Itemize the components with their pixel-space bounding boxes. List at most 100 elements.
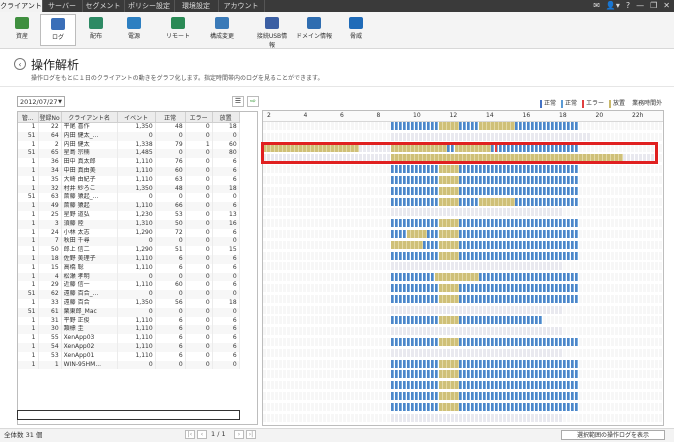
timeline-row[interactable] bbox=[263, 338, 663, 346]
timeline-row[interactable] bbox=[263, 284, 663, 292]
last-page-button[interactable]: ›| bbox=[246, 430, 256, 439]
timeline-row[interactable] bbox=[263, 176, 663, 184]
ribbon-threat-shield-button[interactable]: 脅威 bbox=[338, 14, 374, 46]
column-header[interactable]: 管... bbox=[18, 112, 39, 123]
ribbon-asset-button[interactable]: 資産 bbox=[4, 14, 40, 46]
tab-0[interactable]: クライアント bbox=[0, 0, 43, 12]
column-header[interactable]: 正常 bbox=[155, 112, 186, 123]
timeline-row[interactable] bbox=[263, 240, 663, 249]
timeline-row[interactable] bbox=[263, 219, 663, 228]
table-row[interactable]: 1 54 XenApp02 1,110 6 0 6 bbox=[18, 342, 240, 352]
timeline-row[interactable] bbox=[263, 316, 663, 325]
table-row[interactable]: 1 55 XenApp03 1,110 6 0 6 bbox=[18, 334, 240, 343]
table-cell: 0 bbox=[185, 281, 213, 291]
timeline-row[interactable] bbox=[263, 154, 663, 163]
prev-page-button[interactable]: ‹ bbox=[197, 430, 207, 439]
table-row[interactable]: 1 29 近藤 信一 1,110 60 0 6 bbox=[18, 281, 240, 291]
table-row[interactable]: 1 33 遠藤 百合 1,350 56 0 18 bbox=[18, 298, 240, 308]
next-page-button[interactable]: › bbox=[234, 430, 244, 439]
date-select[interactable]: 2012/07/27 ▼ bbox=[17, 96, 65, 107]
timeline-row[interactable] bbox=[263, 143, 663, 152]
column-header[interactable]: クライアント名 bbox=[61, 112, 118, 123]
user-icon[interactable]: 👤▾ bbox=[605, 1, 620, 10]
table-row[interactable]: 1 34 中田 真由美 1,110 60 0 6 bbox=[18, 166, 240, 176]
ribbon-remote-button[interactable]: リモート bbox=[160, 14, 196, 46]
restore-icon[interactable]: ❐ bbox=[650, 1, 658, 10]
table-cell: 内田 健太 bbox=[61, 140, 118, 150]
column-header[interactable]: イベント bbox=[117, 112, 156, 123]
tab-5[interactable]: アカウント bbox=[218, 0, 265, 12]
mail-icon[interactable]: ✉ bbox=[593, 1, 600, 10]
timeline-row[interactable] bbox=[263, 359, 663, 368]
export-button[interactable]: ⇨ bbox=[247, 96, 259, 107]
column-header[interactable]: 登録No bbox=[38, 112, 62, 123]
tab-2[interactable]: セグメント bbox=[82, 0, 125, 12]
table-row[interactable]: 51 65 星島 宗楠 1,485 0 0 80 bbox=[18, 149, 240, 159]
table-cell: 0 bbox=[155, 193, 186, 203]
table-row[interactable]: 1 22 平尾 喜作 1,350 48 0 18 bbox=[18, 122, 240, 132]
timeline-row[interactable] bbox=[263, 327, 663, 336]
timeline-row[interactable] bbox=[263, 208, 663, 217]
table-row[interactable]: 1 30 類標 圭 1,110 6 0 6 bbox=[18, 325, 240, 335]
timeline-row[interactable] bbox=[263, 413, 663, 422]
ribbon-log-button[interactable]: ログ bbox=[40, 14, 76, 46]
table-row[interactable]: 51 62 遠藤 百合_... 0 0 0 0 bbox=[18, 290, 240, 299]
list-icon: ☰ bbox=[234, 97, 242, 105]
table-row[interactable]: 1 24 小林 太志 1,290 72 0 6 bbox=[18, 228, 240, 238]
timeline-row[interactable] bbox=[263, 197, 663, 206]
ribbon-distribution-button[interactable]: 配布 bbox=[78, 14, 114, 46]
table-row[interactable]: 1 4 松瀬 孝明 0 0 0 0 bbox=[18, 272, 240, 282]
tab-4[interactable]: 環境設定 bbox=[174, 0, 219, 12]
timeline-row[interactable] bbox=[263, 273, 663, 282]
column-settings-button[interactable]: ☰ bbox=[232, 96, 244, 107]
table-cell: 79 bbox=[155, 140, 186, 150]
table-row[interactable]: 51 61 栗東郎_Mac 0 0 0 0 bbox=[18, 307, 240, 317]
table-row[interactable]: 1 2 内田 健太 1,338 79 1 60 bbox=[18, 140, 240, 150]
help-icon[interactable]: ? bbox=[625, 1, 631, 10]
tab-3[interactable]: ポリシー設定 bbox=[124, 0, 175, 12]
table-row[interactable]: 1 53 XenApp01 1,110 6 0 6 bbox=[18, 351, 240, 361]
table-row[interactable]: 1 18 佐野 美理子 1,110 6 0 6 bbox=[18, 254, 240, 264]
close-icon[interactable]: ✕ bbox=[663, 1, 670, 10]
timeline-row[interactable] bbox=[263, 381, 663, 390]
table-row[interactable]: 1 35 大崎 由紀子 1,110 63 0 6 bbox=[18, 175, 240, 185]
table-row[interactable]: 1 25 星野 道弘 1,230 53 0 13 bbox=[18, 210, 240, 220]
show-log-button[interactable]: 選択範囲の操作ログを表示 bbox=[561, 430, 665, 440]
table-row[interactable]: 1 32 村井 紗ろこ 1,350 48 0 18 bbox=[18, 184, 240, 194]
table-row[interactable]: 1 50 郎上 信二 1,290 51 0 15 bbox=[18, 246, 240, 255]
ribbon-config-change-button[interactable]: 構成変更 bbox=[204, 14, 240, 46]
table-row[interactable]: 1 49 斎藤 猿起 1,110 66 0 6 bbox=[18, 202, 240, 211]
minimize-icon[interactable]: — bbox=[636, 1, 645, 10]
timeline-row[interactable] bbox=[263, 165, 663, 174]
timeline-row[interactable] bbox=[263, 122, 663, 130]
table-row[interactable]: 1 1 WIN-95HM... 0 0 0 0 bbox=[18, 360, 240, 370]
hour-tick: 20 bbox=[595, 112, 604, 119]
timeline-row[interactable] bbox=[263, 392, 663, 400]
first-page-button[interactable]: |‹ bbox=[185, 430, 195, 439]
ribbon-domain-button[interactable]: ドメイン情報 bbox=[296, 14, 332, 46]
table-row[interactable]: 1 36 田中 真太郎 1,110 76 0 6 bbox=[18, 158, 240, 167]
table-row[interactable]: 1 3 須藤 陸 1,310 50 0 16 bbox=[18, 219, 240, 229]
back-button[interactable]: ‹ bbox=[14, 58, 26, 70]
timeline-row[interactable] bbox=[263, 132, 663, 141]
timeline-row[interactable] bbox=[263, 370, 663, 379]
table-row[interactable]: 1 7 秋田 千尋 0 0 0 0 bbox=[18, 237, 240, 247]
table-row[interactable]: 51 63 斎藤 猿起_... 0 0 0 0 bbox=[18, 193, 240, 203]
ribbon-usb-button[interactable]: 接続USB情報 bbox=[254, 14, 290, 49]
table-cell: 1 bbox=[18, 210, 39, 220]
column-header[interactable]: 放置 bbox=[212, 112, 240, 123]
timeline-row[interactable] bbox=[263, 348, 663, 357]
table-row[interactable]: 1 15 高橋 聡 1,110 6 0 6 bbox=[18, 263, 240, 273]
timeline-row[interactable] bbox=[263, 294, 663, 303]
timeline-row[interactable] bbox=[263, 230, 663, 238]
timeline-row[interactable] bbox=[263, 186, 663, 195]
column-header[interactable]: エラー bbox=[185, 112, 213, 123]
table-row[interactable]: 1 31 平野 正俊 1,110 6 0 6 bbox=[18, 316, 240, 326]
tab-1[interactable]: サーバー bbox=[42, 0, 83, 12]
table-row[interactable]: 51 64 内田 健太_... 0 0 0 0 bbox=[18, 131, 240, 141]
timeline-row[interactable] bbox=[263, 251, 663, 260]
ribbon-power-button[interactable]: 電源 bbox=[116, 14, 152, 46]
timeline-row[interactable] bbox=[263, 402, 663, 411]
timeline-row[interactable] bbox=[263, 262, 663, 271]
timeline-row[interactable] bbox=[263, 305, 663, 314]
